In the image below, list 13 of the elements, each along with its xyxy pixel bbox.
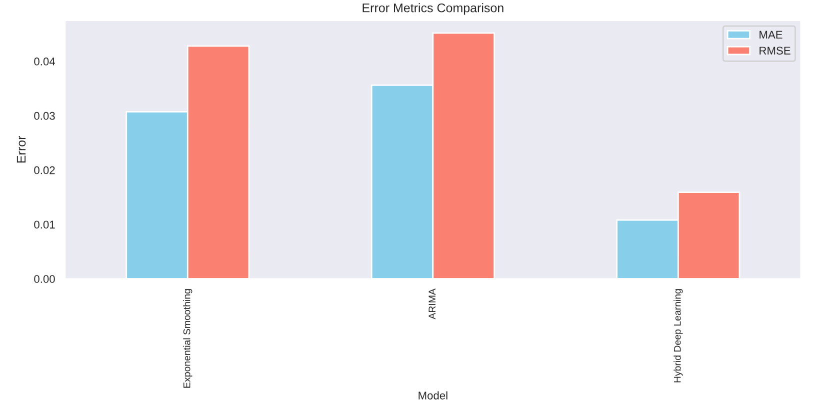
x-tick-label: Exponential Smoothing [183, 289, 192, 388]
y-axis-title: Error [16, 136, 26, 163]
y-tick-label: 0.04 [34, 58, 55, 66]
legend-label: RMSE [760, 46, 790, 55]
chart-title: Error Metrics Comparison [362, 3, 504, 15]
y-tick-label: 0.01 [34, 220, 55, 229]
x-tick-label: ARIMA [428, 288, 436, 320]
y-tick-label: 0.03 [34, 112, 55, 120]
x-tick-label: Hybrid Deep Learning [674, 289, 683, 382]
legend-label: MAE [760, 30, 782, 39]
x-axis-title: Model [418, 391, 448, 400]
y-tick-label: 0.00 [34, 275, 55, 283]
y-tick-label: 0.02 [34, 166, 55, 174]
